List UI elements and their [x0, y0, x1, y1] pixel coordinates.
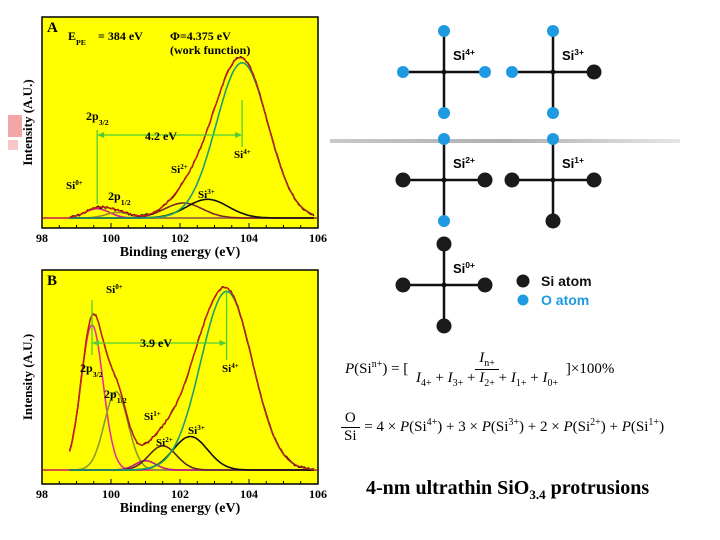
si-atom-icon: [436, 236, 452, 252]
o-atom-legend-icon: [517, 294, 529, 306]
label-si3: Si3+: [198, 188, 215, 201]
x-tick-label: 106: [309, 487, 327, 501]
fit-envelope: [69, 57, 315, 218]
caption: 4-nm ultrathin SiO3.4 protrusions: [366, 477, 650, 502]
decoration-line: [330, 139, 680, 143]
o-atom-icon: [547, 25, 559, 37]
y-axis-label: Intensity (A.U.): [20, 334, 35, 420]
o-atom-icon: [438, 25, 450, 37]
legend-si-atom: Si atom: [541, 273, 592, 289]
x-tick-label: 98: [36, 487, 48, 501]
panel-label: A: [47, 20, 58, 36]
center-atom: [550, 69, 556, 75]
equation-fraction: P(Sin+) = [ In+ I4+ + I3+ + I2+ + I1+ + …: [345, 350, 615, 389]
center-atom: [550, 177, 556, 183]
structure-si-4plus: Si4+: [397, 25, 491, 119]
o-atom-icon: [438, 107, 450, 119]
o-atom-icon: [397, 66, 409, 78]
center-atom: [441, 69, 447, 75]
plot-area: [41, 16, 319, 229]
arrow-head: [219, 340, 227, 346]
si-atom-icon: [477, 277, 493, 293]
decoration-square: [8, 140, 18, 150]
decoration-bar: [8, 115, 22, 137]
structure-si-0plus: Si0+: [395, 236, 493, 334]
work-function-note: (work function): [170, 43, 250, 57]
fit-envelope: [68, 286, 314, 471]
equation-ratio: O Si = 4 × P(Si4+) + 3 × P(Si3+) + 2 × P…: [340, 410, 664, 445]
y-axis-label: Intensity (A.U.): [20, 79, 35, 165]
legend-o-atom: O atom: [541, 292, 589, 308]
si-atom-icon: [477, 172, 493, 188]
atom-legend: Si atom O atom: [516, 273, 592, 308]
label-si0: Si0+: [106, 283, 123, 296]
si-atom-icon: [545, 213, 561, 229]
label-si2: Si2+: [171, 163, 188, 176]
energy-label: EPE: [68, 29, 86, 47]
x-tick-label: 106: [309, 231, 327, 245]
label-si4: Si4+: [222, 362, 239, 375]
o-atom-icon: [547, 107, 559, 119]
si-atom-icon: [586, 64, 602, 80]
x-tick-label: 102: [171, 231, 189, 245]
structure-si-2plus: Si2+: [395, 133, 493, 227]
center-atom: [441, 177, 447, 183]
si-atom-legend-icon: [516, 274, 530, 288]
x-tick-label: 98: [36, 231, 48, 245]
label-2p32: 2p3/2: [86, 109, 109, 127]
label-si0: Si0+: [66, 179, 83, 192]
structure-si-1plus: Si1+: [504, 133, 602, 229]
label-si1: Si1+: [144, 410, 161, 423]
plot-area: [41, 269, 319, 485]
x-tick-label: 104: [240, 487, 258, 501]
arrow-head: [92, 340, 100, 346]
xps-panel-B: 98 100 102 104 106 Binding energy (eV) Intensi…: [20, 269, 327, 516]
shift-label: 3.9 eV: [140, 336, 172, 350]
x-axis-label: Binding energy (eV): [120, 245, 241, 260]
shift-label: 4.2 eV: [145, 129, 177, 143]
x-tick-label: 104: [240, 231, 258, 245]
x-tick-label: 100: [102, 487, 120, 501]
label-si2: Si2+: [156, 436, 173, 449]
energy-value: = 384 eV: [98, 29, 143, 43]
si-atom-icon: [586, 172, 602, 188]
structure-label: Si1+: [562, 155, 584, 171]
o-atom-icon: [506, 66, 518, 78]
structure-label: Si2+: [453, 155, 475, 171]
o-atom-icon: [438, 133, 450, 145]
panel-label: B: [47, 273, 57, 289]
label-si3: Si3+: [188, 424, 205, 437]
structure-label: Si4+: [453, 47, 475, 63]
label-2p12: 2p1/2: [108, 189, 131, 207]
arrow-head: [97, 132, 105, 138]
xps-panel-A: 98 100 102 104 106 Binding energy (eV) Intensi…: [20, 16, 327, 260]
center-atom: [441, 282, 447, 288]
label-2p12: 2p1/2: [104, 387, 127, 405]
si-atom-icon: [436, 318, 452, 334]
x-tick-label: 100: [102, 231, 120, 245]
arrow-head: [235, 132, 243, 138]
label-si4: Si4+: [234, 148, 251, 161]
o-atom-icon: [479, 66, 491, 78]
x-axis-label: Binding energy (eV): [120, 501, 241, 516]
work-function-value: Φ=4.375 eV: [170, 29, 231, 43]
si-atom-icon: [395, 277, 411, 293]
o-atom-icon: [547, 133, 559, 145]
label-2p32: 2p3/2: [80, 361, 103, 379]
o-atom-icon: [438, 215, 450, 227]
structure-si-3plus: Si3+: [506, 25, 602, 119]
structure-label: Si3+: [562, 47, 584, 63]
si-atom-icon: [395, 172, 411, 188]
si-atom-icon: [504, 172, 520, 188]
x-tick-label: 102: [171, 487, 189, 501]
structure-label: Si0+: [453, 260, 475, 276]
